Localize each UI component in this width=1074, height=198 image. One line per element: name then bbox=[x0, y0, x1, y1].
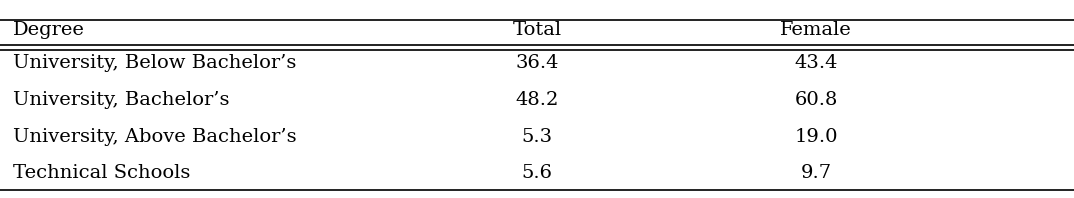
Text: 48.2: 48.2 bbox=[516, 91, 558, 109]
Text: 5.3: 5.3 bbox=[522, 128, 552, 146]
Text: University, Above Bachelor’s: University, Above Bachelor’s bbox=[13, 128, 296, 146]
Text: 19.0: 19.0 bbox=[795, 128, 838, 146]
Text: Technical Schools: Technical Schools bbox=[13, 164, 190, 182]
Text: University, Bachelor’s: University, Bachelor’s bbox=[13, 91, 230, 109]
Text: Female: Female bbox=[781, 21, 852, 39]
Text: 36.4: 36.4 bbox=[516, 54, 558, 72]
Text: Total: Total bbox=[512, 21, 562, 39]
Text: University, Below Bachelor’s: University, Below Bachelor’s bbox=[13, 54, 296, 72]
Text: 9.7: 9.7 bbox=[801, 164, 831, 182]
Text: Degree: Degree bbox=[13, 21, 85, 39]
Text: 5.6: 5.6 bbox=[522, 164, 552, 182]
Text: 43.4: 43.4 bbox=[795, 54, 838, 72]
Text: 60.8: 60.8 bbox=[795, 91, 838, 109]
